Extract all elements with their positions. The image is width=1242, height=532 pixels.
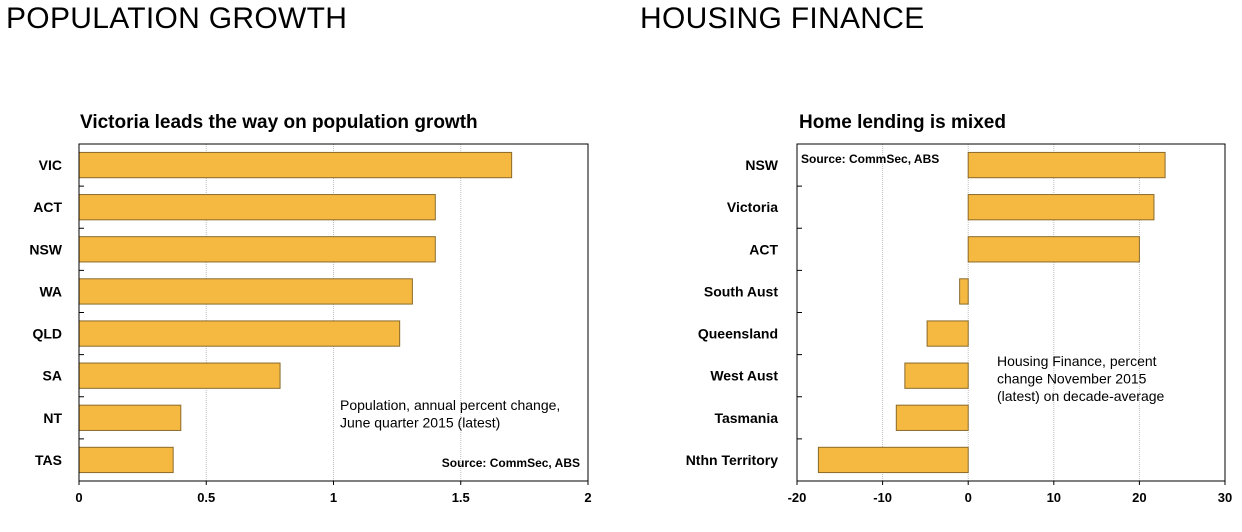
category-label: ACT <box>749 241 778 257</box>
category-label: Queensland <box>698 326 778 342</box>
bar-nsw <box>78 236 436 263</box>
x-tick-label: -20 <box>788 490 807 505</box>
chart-title: Victoria leads the way on population gro… <box>80 112 478 133</box>
bar-queensland <box>926 320 969 347</box>
category-label: Nthn Territory <box>686 452 779 468</box>
chart-annotation: Population, annual percent change, <box>340 397 560 413</box>
chart-annotation: (latest) on decade-average <box>997 388 1165 404</box>
category-label: QLD <box>32 326 62 342</box>
category-label: Victoria <box>727 199 778 215</box>
x-tick-label: 10 <box>1047 490 1061 505</box>
population-growth-heading: POPULATION GROWTH <box>6 2 348 35</box>
chart-source: Source: CommSec, ABS <box>801 152 939 166</box>
bar-victoria <box>967 194 1155 221</box>
x-tick-label: 1 <box>330 490 337 505</box>
bar-vic <box>78 151 513 179</box>
category-label: Tasmania <box>714 410 778 426</box>
x-tick-label: 0.5 <box>197 490 215 505</box>
category-label: West Aust <box>710 368 778 384</box>
bar-nsw <box>967 151 1166 179</box>
chart-annotation: Housing Finance, percent <box>997 353 1157 369</box>
bar-tas <box>78 446 174 474</box>
category-label: NT <box>43 410 62 426</box>
x-tick-label: 2 <box>584 490 591 505</box>
category-label: SA <box>43 368 62 384</box>
x-tick-label: 0 <box>965 490 972 505</box>
bar-act <box>78 194 436 221</box>
bar-sa <box>78 362 281 389</box>
x-tick-label: 0 <box>75 490 82 505</box>
x-tick-label: 1.5 <box>452 490 470 505</box>
housing-finance-heading: HOUSING FINANCE <box>640 2 925 35</box>
category-label: TAS <box>35 452 62 468</box>
category-label: VIC <box>39 157 62 173</box>
bar-nt <box>78 404 182 431</box>
chart-title: Home lending is mixed <box>799 112 1006 133</box>
category-label: ACT <box>33 199 62 215</box>
category-label: WA <box>39 283 62 299</box>
bar-nthn-territory <box>817 446 969 474</box>
category-label: NSW <box>29 241 62 257</box>
chart-source: Source: CommSec, ABS <box>442 456 580 470</box>
plot-frame <box>796 143 1226 482</box>
x-tick-label: 30 <box>1218 490 1232 505</box>
category-label: South Aust <box>704 283 778 299</box>
x-tick-label: -10 <box>873 490 892 505</box>
category-label: NSW <box>745 157 778 173</box>
bar-west-aust <box>904 362 969 389</box>
chart-annotation: change November 2015 <box>997 371 1147 387</box>
bar-tasmania <box>895 404 969 431</box>
x-tick-label: 20 <box>1132 490 1146 505</box>
chart-annotation: June quarter 2015 (latest) <box>340 415 500 431</box>
bar-south-aust <box>959 278 969 305</box>
bar-act <box>967 236 1140 263</box>
